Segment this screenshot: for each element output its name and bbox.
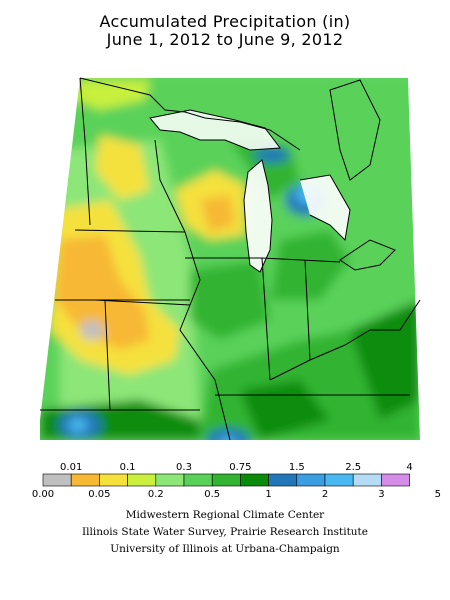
- credit-survey: Illinois State Water Survey, Prairie Res…: [81, 526, 368, 538]
- legend-swatch: [296, 473, 326, 487]
- legend-bottom-label: 0.00: [31, 489, 55, 500]
- lake-huron: [300, 175, 350, 240]
- legend-bottom-label: 2: [321, 489, 329, 500]
- legend-swatch: [70, 473, 100, 487]
- legend-top-label: 0.3: [176, 462, 192, 473]
- map-title: Accumulated Precipitation (in): [99, 12, 351, 31]
- state-line-oh-mi: [261, 257, 341, 263]
- credit-center: Midwestern Regional Climate Center: [125, 509, 325, 521]
- state-line-mn-south: [74, 229, 186, 233]
- legend-bottom-label: 5: [434, 489, 441, 500]
- legend-bottom-label: 0.2: [147, 489, 164, 500]
- legend-top-label: 0.1: [119, 462, 136, 473]
- legend-swatch: [183, 473, 213, 487]
- georgian-bay: [329, 79, 381, 181]
- legend-bottom-label: 0.5: [204, 489, 221, 500]
- legend-bottom-label: 3: [378, 489, 385, 500]
- lake-huron-outline: [299, 174, 351, 242]
- lake-michigan: [244, 160, 272, 272]
- state-line-mn-nd: [79, 77, 91, 226]
- legend-swatch: [42, 473, 72, 487]
- legend-swatch: [240, 473, 269, 487]
- state-line-in-oh: [304, 259, 311, 361]
- state-line-wi-mn: [154, 139, 186, 233]
- legend-swatch: [324, 473, 354, 487]
- legend-swatch: [127, 473, 157, 487]
- legend-bottom-label: 1: [265, 489, 272, 500]
- lake-erie-outline: [339, 239, 396, 271]
- legend-swatch: [268, 473, 298, 487]
- legend-swatch: [155, 473, 185, 487]
- lake-superior-outline: [149, 109, 281, 151]
- state-line-oh-river: [269, 329, 371, 381]
- legend-top-label: 1.5: [288, 462, 305, 473]
- legend-colorbar: [42, 473, 410, 487]
- legend-top-label: 0.01: [60, 462, 83, 473]
- legend-swatch: [381, 473, 410, 487]
- state-line-ia-mo: [94, 299, 191, 306]
- credit-university: University of Illinois at Urbana-Champai…: [110, 543, 340, 555]
- legend-swatch: [352, 473, 382, 487]
- map-date-range: June 1, 2012 to June 9, 2012: [106, 30, 344, 49]
- state-line-wv: [370, 299, 421, 331]
- legend-swatch: [211, 473, 241, 487]
- lake-superior: [150, 110, 280, 150]
- legend-top-label: 4: [406, 462, 413, 473]
- legend-bottom-label: 0.05: [88, 489, 111, 500]
- legend-top-label: 0.75: [229, 462, 252, 473]
- state-line-ks-mo: [104, 299, 111, 411]
- state-line-il-in: [261, 257, 271, 381]
- legend-swatch: [99, 473, 128, 487]
- legend-top-label: 2.5: [345, 462, 362, 473]
- state-line-mississippi: [179, 231, 231, 441]
- lake-michigan-outline: [243, 159, 273, 273]
